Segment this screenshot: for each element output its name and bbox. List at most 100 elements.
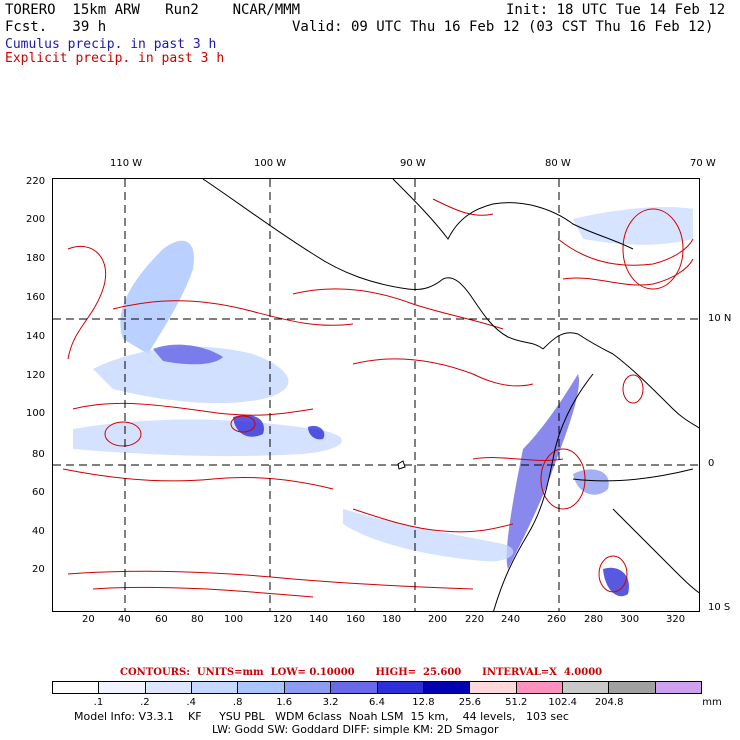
init-time: Init: 18 UTC Tue 14 Feb 12 bbox=[506, 2, 726, 18]
precip-map bbox=[52, 178, 700, 612]
lat-label-10s: 10 S bbox=[708, 602, 731, 613]
contour-line bbox=[562, 258, 694, 286]
colorbar-unit: mm bbox=[702, 697, 722, 708]
coastline-south-america bbox=[493, 373, 594, 611]
lon-label-70w: 70 W bbox=[690, 158, 716, 169]
colorbar-label: .8 bbox=[232, 697, 243, 708]
physics-info: LW: Godd SW: Goddard DIFF: simple KM: 2D… bbox=[212, 723, 499, 736]
cumulus-area-peru bbox=[603, 567, 629, 597]
contour-line bbox=[67, 245, 107, 360]
y-tick: 140 bbox=[26, 331, 46, 342]
cumulus-area-band bbox=[73, 419, 342, 457]
cumulus-area-nw bbox=[120, 240, 194, 354]
y-tick: 20 bbox=[32, 564, 45, 575]
x-tick: 20 bbox=[82, 614, 95, 625]
x-tick: 300 bbox=[620, 614, 640, 625]
model-title: TORERO 15km ARW Run2 NCAR/MMM bbox=[5, 2, 301, 18]
colorbar-label: .4 bbox=[186, 697, 197, 708]
lon-label-100w: 100 W bbox=[254, 158, 287, 169]
x-tick: 160 bbox=[346, 614, 366, 625]
contour-line bbox=[92, 586, 314, 598]
contour-loop bbox=[104, 421, 142, 447]
x-tick: 220 bbox=[465, 614, 485, 625]
y-tick: 100 bbox=[26, 408, 46, 419]
colorbar-segment bbox=[377, 682, 424, 693]
lon-label-90w: 90 W bbox=[400, 158, 426, 169]
colorbar-label: 51.2 bbox=[505, 697, 528, 708]
y-tick: 120 bbox=[26, 370, 46, 381]
cumulus-area-coast bbox=[506, 374, 579, 569]
colorbar-label: 1.6 bbox=[276, 697, 293, 708]
contour-line bbox=[432, 198, 494, 216]
colorbar-segment bbox=[562, 682, 610, 693]
colorbar-label: 6.4 bbox=[369, 697, 385, 708]
cumulus-legend: Cumulus precip. in past 3 h bbox=[5, 37, 217, 52]
contour-line bbox=[352, 508, 514, 533]
contour-line bbox=[62, 468, 334, 490]
y-tick: 180 bbox=[26, 253, 46, 264]
color-bar bbox=[52, 681, 702, 694]
coastline-mexico bbox=[202, 179, 444, 290]
x-tick: 100 bbox=[224, 614, 244, 625]
cumulus-area-core1 bbox=[153, 344, 223, 365]
coastline-galapagos bbox=[397, 460, 406, 470]
x-tick: 40 bbox=[118, 614, 131, 625]
colorbar-segment bbox=[192, 682, 239, 693]
contour-loop bbox=[598, 555, 628, 593]
x-tick: 260 bbox=[547, 614, 567, 625]
colorbar-segment bbox=[516, 682, 563, 693]
colorbar-segment bbox=[470, 682, 517, 693]
colorbar-segment bbox=[53, 682, 100, 693]
colorbar-segment bbox=[238, 682, 285, 693]
colorbar-label: 25.6 bbox=[458, 697, 481, 708]
explicit-precip-contours bbox=[62, 198, 694, 598]
contour-line bbox=[557, 238, 694, 266]
contour-loop bbox=[230, 415, 256, 433]
x-tick: 120 bbox=[273, 614, 293, 625]
cumulus-area-core3 bbox=[308, 425, 325, 440]
y-tick: 60 bbox=[32, 487, 45, 498]
y-tick: 200 bbox=[26, 214, 46, 225]
contour-line bbox=[72, 402, 314, 416]
cumulus-area-ecuador bbox=[573, 469, 609, 495]
coastlines bbox=[202, 179, 699, 611]
colorbar-label: 102.4 bbox=[548, 697, 578, 708]
y-tick: 160 bbox=[26, 292, 46, 303]
x-tick: 200 bbox=[428, 614, 448, 625]
explicit-legend: Explicit precip. in past 3 h bbox=[5, 51, 225, 66]
colorbar-label: .2 bbox=[140, 697, 150, 708]
contour-loop bbox=[540, 448, 586, 510]
y-tick: 80 bbox=[32, 449, 45, 460]
colorbar-segment bbox=[423, 682, 471, 693]
contour-loop bbox=[622, 208, 684, 290]
cumulus-area-core2 bbox=[233, 414, 264, 437]
y-tick: 220 bbox=[26, 176, 46, 187]
x-tick: 180 bbox=[382, 614, 402, 625]
x-tick: 80 bbox=[191, 614, 204, 625]
x-tick: 60 bbox=[155, 614, 168, 625]
contour-line bbox=[292, 288, 504, 330]
contour-line bbox=[112, 300, 354, 326]
colorbar-label: 12.8 bbox=[412, 697, 435, 708]
lat-label-10n: 10 N bbox=[708, 313, 732, 324]
cumulus-area-ne bbox=[573, 207, 693, 245]
x-tick: 280 bbox=[584, 614, 604, 625]
cumulus-area-west bbox=[93, 346, 289, 404]
contour-info: CONTOURS: UNITS=mm LOW= 0.10000 HIGH= 25… bbox=[120, 667, 603, 678]
lat-label-0: 0 bbox=[708, 458, 715, 469]
coastline-caribbean bbox=[392, 179, 634, 250]
colorbar-segment bbox=[331, 682, 378, 693]
contour-loop bbox=[622, 374, 644, 404]
contour-line bbox=[67, 570, 474, 590]
model-info: Model Info: V3.3.1 KF YSU PBL WDM 6class… bbox=[74, 710, 569, 723]
colorbar-segment bbox=[145, 682, 193, 693]
cumulus-area-south bbox=[343, 509, 514, 562]
contour-line bbox=[472, 457, 564, 461]
colorbar-segment bbox=[609, 682, 656, 693]
y-tick: 40 bbox=[32, 526, 45, 537]
colorbar-label: 3.2 bbox=[322, 697, 339, 708]
coastline-peru bbox=[612, 508, 699, 594]
x-tick: 320 bbox=[666, 614, 686, 625]
colorbar-label: .1 bbox=[93, 697, 104, 708]
colorbar-segment bbox=[655, 682, 702, 693]
